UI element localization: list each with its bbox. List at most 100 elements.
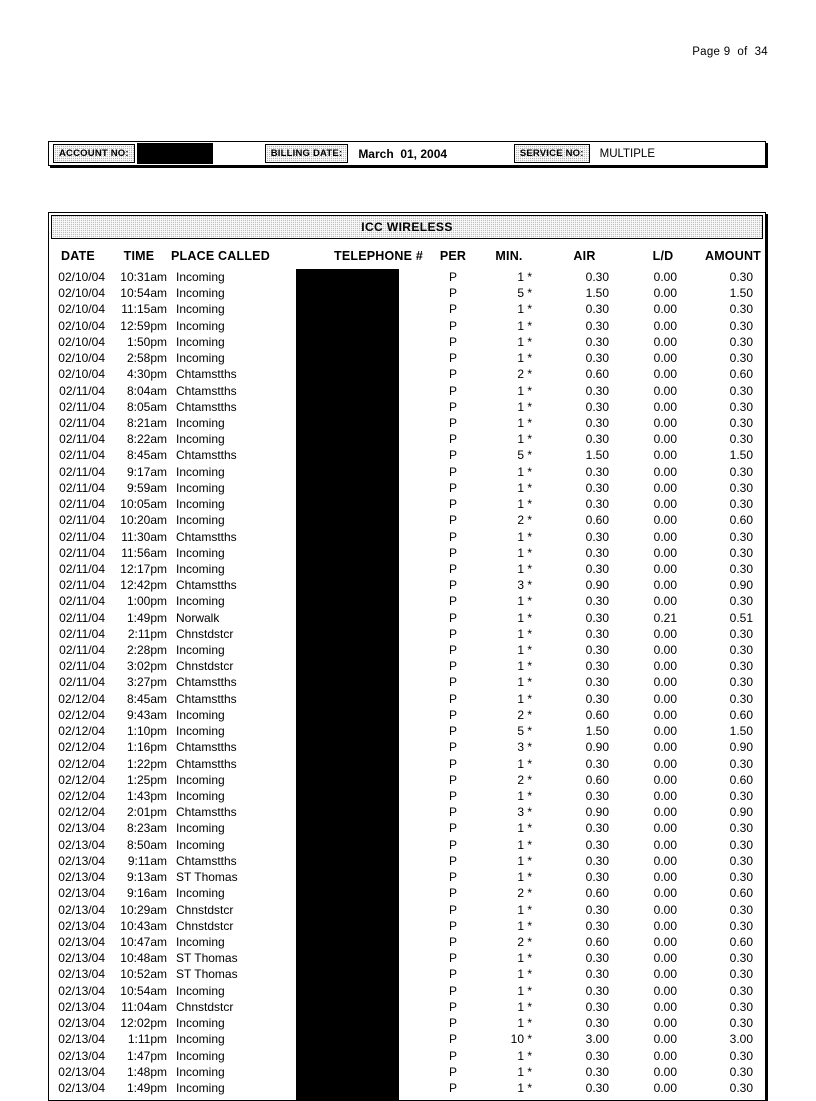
cell-place-called: Incoming: [176, 724, 225, 739]
cell-air: 1.50: [585, 724, 609, 739]
cell-place-called: Chtamstths: [176, 675, 237, 690]
cell-min: 1 *: [517, 415, 532, 430]
cell-min: 1 *: [517, 837, 532, 852]
cell-air: 0.30: [585, 497, 609, 512]
cell-air: 0.30: [585, 756, 609, 771]
cell-state: CT: [296, 610, 312, 625]
cell-state: VI: [298, 529, 310, 544]
cell-amount: 0.30: [729, 415, 753, 430]
cell-time: 8:50am: [126, 837, 167, 852]
cell-date: 02/10/04: [58, 367, 105, 382]
cell-ld: 0.00: [653, 659, 677, 674]
cell-place-called: Chtamstths: [176, 756, 237, 771]
cell-air: 0.30: [585, 1016, 609, 1031]
cell-time: 1:16pm: [126, 740, 167, 755]
cell-amount: 0.30: [729, 270, 753, 284]
cell-ld: 0.00: [653, 334, 677, 349]
cell-air: 0.30: [585, 659, 609, 674]
cell-time: 8:05am: [126, 399, 167, 414]
cell-state: VI: [298, 967, 310, 982]
cell-time: 10:31am: [120, 270, 167, 284]
cell-amount: 0.90: [729, 578, 753, 593]
cell-amount: 3.00: [729, 1032, 753, 1047]
cell-state: VI: [298, 383, 310, 398]
cell-per: P: [448, 594, 457, 609]
cell-time: 10:43am: [120, 918, 167, 933]
cell-amount: 0.60: [729, 886, 753, 901]
cell-amount: 0.60: [729, 513, 753, 528]
cell-amount: 0.30: [729, 983, 753, 998]
cell-date: 02/13/04: [58, 837, 105, 852]
cell-min: 1 *: [517, 270, 532, 284]
cell-place-called: Chtamstths: [176, 367, 237, 382]
cell-min: 1 *: [517, 545, 532, 560]
table-row: 02/13/04 10:54am Incoming VI P 1 * 0.30 0.00 0.3…: [49, 983, 765, 999]
cell-min: 1 *: [517, 853, 532, 868]
cell-amount: 0.60: [729, 934, 753, 949]
cell-amount: 0.30: [729, 351, 753, 366]
cell-ld: 0.00: [653, 578, 677, 593]
cell-air: 0.90: [585, 578, 609, 593]
account-value-spacer: [213, 142, 261, 165]
cell-state: VI: [298, 415, 310, 430]
cell-state: VI: [298, 707, 310, 722]
cell-time: 10:54am: [120, 286, 167, 301]
cell-air: 0.30: [585, 870, 609, 885]
table-row: 02/13/04 8:50am Incoming VI P 1 * 0.30 0.00 0.30: [49, 837, 765, 853]
cell-amount: 0.30: [729, 675, 753, 690]
cell-min: 2 *: [517, 934, 532, 949]
cell-min: 3 *: [517, 578, 532, 593]
cell-ld: 0.00: [653, 480, 677, 495]
table-row: 02/11/04 9:17am Incoming VI P 1 * 0.30 0.00 0.30: [49, 464, 765, 480]
cell-per: P: [448, 772, 457, 787]
cell-time: 8:45am: [126, 448, 167, 463]
cell-per: P: [448, 967, 457, 982]
cell-per: P: [448, 415, 457, 430]
cell-per: P: [448, 999, 457, 1014]
cell-place-called: Incoming: [176, 1064, 225, 1079]
cell-amount: 0.30: [729, 918, 753, 933]
cell-date: 02/11/04: [59, 432, 105, 447]
table-row: 02/12/04 1:25pm Incoming VI P 2 * 0.60 0.00 0.60: [49, 772, 765, 788]
cell-per: P: [448, 399, 457, 414]
cell-state: VI: [298, 853, 310, 868]
cell-air: 0.30: [585, 480, 609, 495]
cell-date: 02/11/04: [59, 594, 105, 609]
cell-state: VI: [298, 513, 310, 528]
cell-state: VI: [298, 302, 310, 317]
cell-ld: 0.00: [653, 853, 677, 868]
cell-place-called: Incoming: [176, 821, 225, 836]
cell-min: 1 *: [517, 594, 532, 609]
cell-air: 0.30: [585, 302, 609, 317]
cell-min: 1 *: [517, 318, 532, 333]
cell-date: 02/11/04: [59, 578, 105, 593]
cell-per: P: [448, 497, 457, 512]
cell-place-called: Incoming: [176, 707, 225, 722]
cell-ld: 0.00: [653, 432, 677, 447]
cell-min: 1 *: [517, 1080, 532, 1095]
cell-air: 0.30: [585, 1080, 609, 1095]
cell-time: 1:48pm: [126, 1064, 167, 1079]
cell-air: 0.30: [585, 1064, 609, 1079]
column-header-time: TIME: [123, 249, 155, 263]
cell-ld: 0.00: [653, 415, 677, 430]
cell-state: VI: [298, 1032, 310, 1047]
cell-date: 02/11/04: [59, 415, 105, 430]
cell-ld: 0.00: [653, 286, 677, 301]
cell-date: 02/11/04: [59, 464, 105, 479]
table-row: 02/11/04 11:56am Incoming VI P 1 * 0.30 0.00 0.3…: [49, 545, 765, 561]
cell-state: VI: [298, 691, 310, 706]
cell-amount: 0.30: [729, 318, 753, 333]
cell-air: 0.60: [585, 367, 609, 382]
cell-date: 02/13/04: [58, 1064, 105, 1079]
cell-min: 2 *: [517, 772, 532, 787]
cell-place-called: Chnstdstcr: [176, 902, 234, 917]
cell-time: 2:28pm: [126, 643, 167, 658]
cell-date: 02/12/04: [58, 756, 105, 771]
cell-per: P: [448, 886, 457, 901]
cell-per: P: [448, 837, 457, 852]
cell-amount: 0.30: [729, 902, 753, 917]
cell-air: 0.30: [585, 351, 609, 366]
cell-time: 8:21am: [126, 415, 167, 430]
cell-ld: 0.00: [653, 270, 677, 284]
